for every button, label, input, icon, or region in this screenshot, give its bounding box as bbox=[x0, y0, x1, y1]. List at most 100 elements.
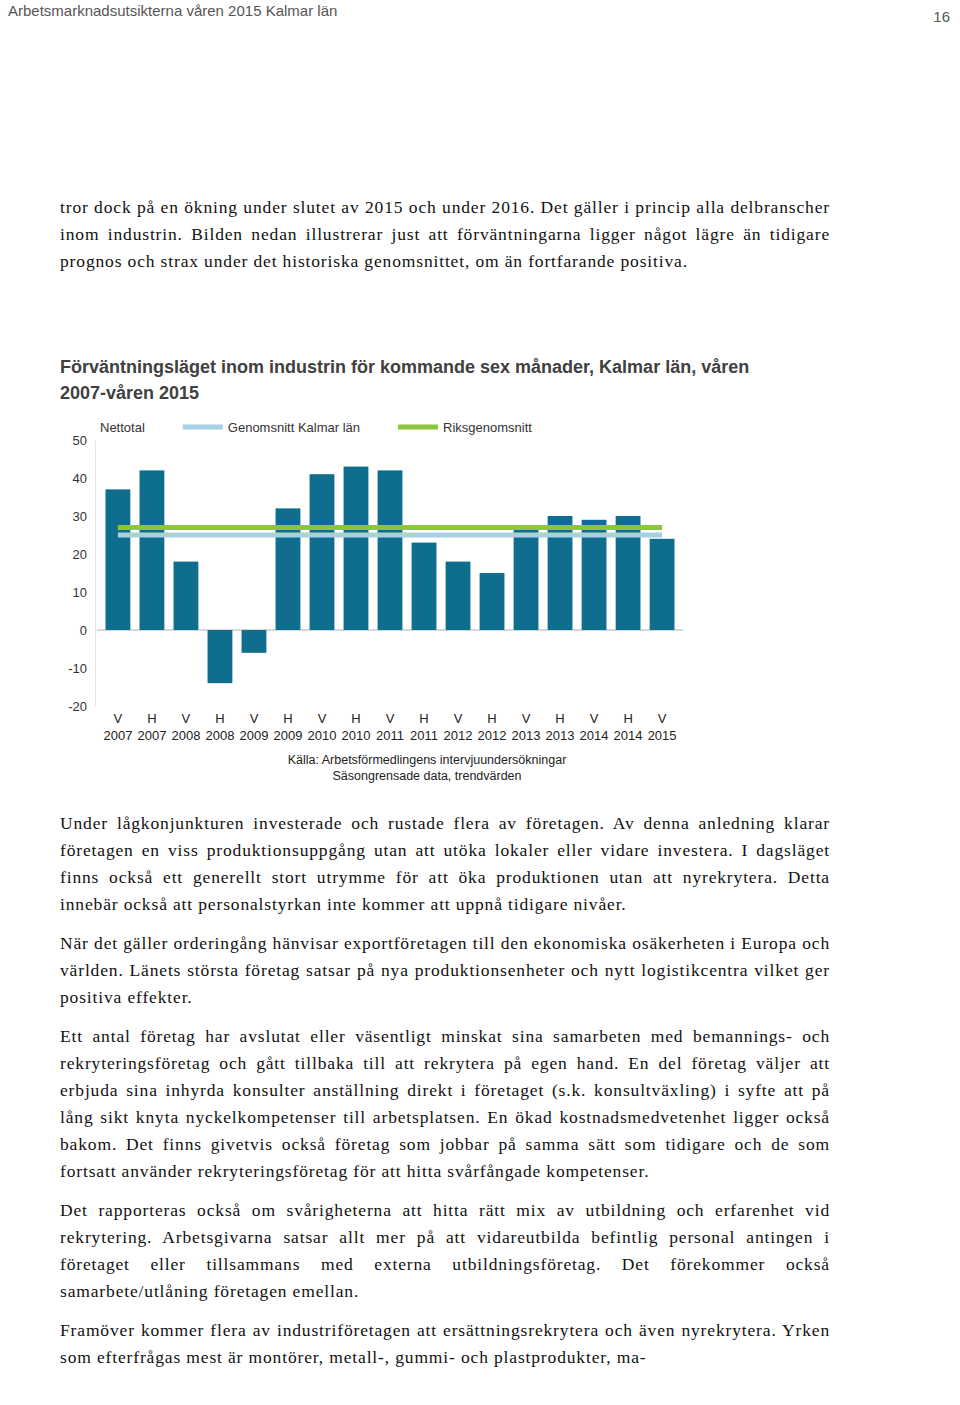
x-tick: V2009 bbox=[239, 706, 268, 743]
x-tick-label: H2013 bbox=[546, 711, 575, 743]
x-tick-label: V2013 bbox=[512, 711, 541, 743]
bar bbox=[446, 562, 471, 630]
bar bbox=[378, 470, 403, 630]
bar bbox=[140, 470, 165, 630]
x-tick-label-part: V bbox=[182, 711, 191, 726]
bar bbox=[106, 489, 131, 630]
x-tick-label: V 2014 bbox=[580, 711, 609, 743]
bar bbox=[242, 630, 267, 653]
chart-note: Säsongrensade data, trendvärden bbox=[332, 769, 521, 783]
x-tick-label: V2009 bbox=[239, 711, 268, 743]
x-tick: V 2011 bbox=[376, 706, 404, 743]
legend-label: Genomsnitt Kalmar län bbox=[228, 420, 360, 435]
y-tick-label: 40 bbox=[73, 471, 87, 486]
x-tick: V2013 bbox=[512, 706, 541, 743]
y-tick-label: 10 bbox=[73, 585, 87, 600]
x-tick-label-part: V bbox=[454, 711, 463, 726]
plot-area bbox=[106, 467, 675, 684]
x-tick: H2014 bbox=[614, 706, 643, 743]
x-tick-label: V 2011 bbox=[376, 711, 404, 743]
y-tick-label: 0 bbox=[80, 623, 87, 638]
bar bbox=[412, 543, 437, 630]
x-tick: H2010 bbox=[342, 706, 371, 743]
x-tick-label-part: V bbox=[386, 711, 395, 726]
x-tick-label: H 2008 bbox=[205, 711, 234, 743]
x-tick-label: V2010 bbox=[308, 711, 337, 743]
x-tick-label: H 2009 bbox=[274, 711, 303, 743]
x-tick-label: V2012 bbox=[444, 711, 473, 743]
legend: NettotalGenomsnitt Kalmar länRiksgenomsn… bbox=[100, 420, 532, 435]
x-tick-label-part: 2010 bbox=[342, 728, 371, 743]
average-line bbox=[118, 525, 662, 530]
y-tick: 40 bbox=[73, 471, 95, 486]
x-tick: V 2015 bbox=[648, 706, 677, 743]
x-tick: V 2014 bbox=[580, 706, 609, 743]
bar bbox=[480, 573, 505, 630]
x-tick-label-part: 2011 bbox=[376, 728, 404, 743]
x-tick-label-part: H bbox=[283, 711, 292, 726]
x-tick-label: H2010 bbox=[342, 711, 371, 743]
x-tick: H 2011 bbox=[410, 706, 438, 743]
y-tick: -10 bbox=[68, 661, 95, 676]
y-axis-line bbox=[95, 441, 96, 707]
page-number: 16 bbox=[933, 8, 950, 25]
x-tick-label-part: 2009 bbox=[274, 728, 303, 743]
x-tick-label-part: H bbox=[487, 711, 496, 726]
y-tick-label: 20 bbox=[73, 547, 87, 562]
text-block: Under lågkonjunkturen investerade och ru… bbox=[60, 810, 830, 1383]
x-tick-label-part: 2013 bbox=[546, 728, 575, 743]
x-tick-label: V 2008 bbox=[171, 711, 200, 743]
x-tick: H 2012 bbox=[478, 706, 507, 743]
bar bbox=[174, 562, 199, 630]
bar bbox=[514, 527, 539, 630]
y-tick: 20 bbox=[73, 547, 95, 562]
x-tick-label-part: 2014 bbox=[580, 728, 609, 743]
x-tick: H 2008 bbox=[205, 706, 234, 743]
paragraph: Framöver kommer flera av industriföretag… bbox=[60, 1317, 830, 1371]
x-tick-label-part: 2015 bbox=[648, 728, 677, 743]
x-tick-label-part: 2007 bbox=[103, 728, 132, 743]
y-tick-label: 50 bbox=[73, 433, 87, 448]
x-tick-label-part: V bbox=[590, 711, 599, 726]
paragraph: Under lågkonjunkturen investerade och ru… bbox=[60, 810, 830, 918]
average-line bbox=[118, 533, 662, 538]
x-tick-label-part: H bbox=[147, 711, 156, 726]
x-tick-label-part: H bbox=[215, 711, 224, 726]
y-tick-label: -10 bbox=[68, 661, 87, 676]
x-tick-label-part: V bbox=[318, 711, 327, 726]
x-tick: H 2007 bbox=[137, 706, 166, 743]
text-block: tror dock på en ökning under slutet av 2… bbox=[60, 194, 830, 287]
bar bbox=[208, 630, 233, 683]
legend-swatch bbox=[398, 425, 438, 430]
x-tick-label-part: 2008 bbox=[205, 728, 234, 743]
y-tick: 50 bbox=[73, 433, 95, 448]
x-tick-label-part: 2007 bbox=[137, 728, 166, 743]
x-tick-label-part: V bbox=[658, 711, 667, 726]
x-tick-label-part: 2008 bbox=[171, 728, 200, 743]
page-header: Arbetsmarknadsutsikterna våren 2015 Kalm… bbox=[8, 2, 337, 19]
x-tick-label-part: 2014 bbox=[614, 728, 643, 743]
legend-label: Riksgenomsnitt bbox=[443, 420, 532, 435]
chart: -20-1001020304050V2007H2007V2008H2008V20… bbox=[0, 0, 960, 1405]
x-axis-line bbox=[98, 706, 684, 707]
x-tick-label: H 2007 bbox=[137, 711, 166, 743]
x-tick-label: H2014 bbox=[614, 711, 643, 743]
y-tick: 10 bbox=[73, 585, 95, 600]
bar bbox=[344, 467, 369, 630]
x-tick-label: V 2007 bbox=[103, 711, 132, 743]
legend-item: Riksgenomsnitt bbox=[398, 420, 532, 435]
x-tick-label-part: 2011 bbox=[410, 728, 438, 743]
x-tick: H2013 bbox=[546, 706, 575, 743]
x-tick-label-part: V bbox=[114, 711, 123, 726]
bar bbox=[650, 539, 675, 630]
x-tick-label-part: 2012 bbox=[478, 728, 507, 743]
bar bbox=[310, 474, 335, 630]
y-tick: 30 bbox=[73, 509, 95, 524]
x-tick-label-part: 2009 bbox=[239, 728, 268, 743]
chart-title: Förväntningsläget inom industrin för kom… bbox=[60, 354, 795, 406]
chart-note: Källa: Arbetsförmedlingens intervjuunder… bbox=[288, 753, 567, 767]
x-tick-label-part: H bbox=[419, 711, 428, 726]
x-tick: V2010 bbox=[308, 706, 337, 743]
paragraph: Ett antal företag har avslutat eller väs… bbox=[60, 1023, 830, 1185]
x-tick-label-part: 2013 bbox=[512, 728, 541, 743]
